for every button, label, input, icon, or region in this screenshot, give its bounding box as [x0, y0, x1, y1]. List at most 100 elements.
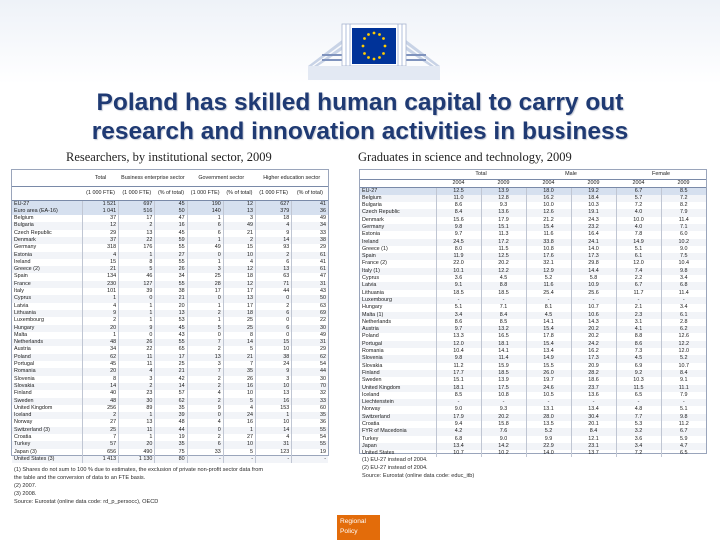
table-cell: 6.5 — [660, 450, 707, 458]
row-label: France — [12, 280, 83, 289]
table-cell: 8.5 — [660, 187, 707, 195]
table-row: France (2) 22.0 20.2 32.1 29.8 12.0 10.4 — [360, 260, 707, 268]
table-row: United Kingdom 18.1 17.5 24.6 23.7 11.5 11.1 — [360, 384, 707, 392]
table-cell: 12.2 — [660, 340, 707, 349]
table-cell: 5 — [186, 324, 224, 332]
table-cell: 18.6 — [570, 377, 617, 385]
table-cell: 123 — [254, 448, 292, 456]
table-cell: 13.6 — [480, 209, 527, 217]
table-cell: 24.3 — [570, 216, 617, 224]
row-label: Japan — [360, 442, 436, 451]
table-cell: 5.2 — [525, 428, 572, 436]
table-cell: 1 — [118, 434, 155, 442]
table-row: Denmark 37 22 59 1 2 14 38 — [12, 236, 328, 245]
table-cell: 656 — [81, 448, 119, 456]
table-cell: 8.0 — [435, 245, 481, 254]
row-label: Switzerland — [360, 413, 436, 421]
table-cell: 14 — [254, 236, 292, 245]
table-cell: 20 — [81, 324, 119, 332]
title-line-1: Poland has skilled human capital to carr… — [96, 89, 624, 116]
table-cell: 54 — [291, 361, 328, 369]
year-header: 2009 — [571, 179, 617, 188]
graduates-table: Total Male Female 2004 2009 2004 2009 2004 2009 … — [360, 170, 707, 458]
table-cell: 13.4 — [570, 406, 617, 414]
note-line: (1) EU-27 instead of 2004. — [362, 457, 428, 463]
table-cell: 10.9 — [570, 282, 617, 290]
table-row: Netherlands 48 26 55 7 14 15 31 — [12, 339, 328, 347]
table-row: Slovenia 8 3 42 2 26 3 30 — [12, 375, 328, 383]
table-cell: 0 — [254, 295, 292, 303]
row-label: Belgium — [360, 194, 436, 203]
table-cell: 50 — [291, 295, 328, 303]
table-cell: 31 — [291, 280, 328, 289]
table-cell: 3 — [186, 361, 224, 369]
table-cell: 93 — [254, 244, 292, 252]
table-cell: 28.0 — [525, 413, 572, 421]
year-header: 2009 — [481, 179, 527, 188]
table-cell: 21 — [222, 229, 256, 237]
table-cell: 9.1 — [435, 282, 481, 290]
table-cell: 9.8 — [660, 267, 707, 276]
table-cell: 4 — [222, 258, 256, 267]
table-cell: 6.9 — [615, 362, 662, 370]
row-label: Belgium — [14, 215, 34, 222]
row-label: Norway — [14, 419, 33, 426]
table-cell: 101 — [81, 288, 119, 296]
table-cell: - — [186, 455, 224, 464]
table-cell: 7.7 — [615, 413, 662, 421]
table-cell: 12.0 — [435, 340, 481, 349]
row-label: Croatia — [14, 434, 32, 440]
table-cell: 3.4 — [615, 442, 662, 451]
table-cell: 5.1 — [435, 304, 481, 312]
table-cell: 13.7 — [570, 450, 617, 458]
table-row: Hungary 5.1 7.1 8.1 10.7 2.1 3.4 — [360, 304, 707, 312]
row-label: Portugal — [14, 361, 35, 368]
table-cell: 0 — [254, 331, 292, 340]
table-cell: 11.3 — [480, 231, 527, 239]
table-cell: 1 130 — [118, 455, 155, 464]
table-row: Finland 17.7 18.5 26.0 28.2 9.2 8.4 — [360, 369, 707, 378]
row-label: Malta (1) — [360, 311, 436, 319]
table-row: Portugal 45 11 25 3 7 24 54 — [12, 361, 328, 369]
table-cell: 4.1 — [615, 326, 662, 334]
table-cell: 7 — [186, 339, 224, 347]
table-cell: 10.4 — [660, 260, 707, 268]
row-label: Austria — [360, 326, 436, 334]
table-cell: 25.4 — [525, 289, 572, 297]
table-cell: 17.9 — [480, 216, 527, 224]
table-cell: - — [615, 399, 662, 407]
table-cell: 17.7 — [435, 369, 481, 378]
table-cell: 45 — [154, 324, 188, 332]
table-cell: 11.4 — [660, 216, 707, 224]
table-cell: 20.9 — [570, 362, 617, 370]
table-cell: 16.5 — [480, 333, 527, 341]
table-cell: 55 — [154, 339, 188, 347]
note-line: (1) Shares do not sum to 100 % due to es… — [14, 467, 264, 473]
table-cell: 20.1 — [570, 421, 617, 429]
badge-line-2: Policy — [340, 527, 358, 535]
table-cell: 15.4 — [525, 223, 572, 232]
table-cell: 11.4 — [480, 355, 527, 363]
table-cell: 9 — [118, 324, 155, 332]
table-cell: 9.8 — [435, 223, 481, 232]
table-cell: 21 — [81, 266, 119, 274]
table-row: Turkey 6.8 9.0 9.9 12.1 3.6 5.9 — [360, 435, 707, 443]
table-cell: 13.5 — [525, 421, 572, 429]
table-cell: 6.2 — [660, 326, 707, 334]
table-cell: 5 — [222, 397, 256, 405]
table-cell: 55 — [154, 280, 188, 289]
table-cell: 379 — [254, 207, 292, 216]
table-row: FYR of Macedonia 4.2 7.6 5.2 8.4 3.2 6.7 — [360, 428, 707, 436]
row-label: Bulgaria — [12, 222, 83, 230]
table-cell: 15.1 — [480, 223, 527, 232]
table-cell: 17.8 — [525, 333, 572, 341]
table-cell: - — [660, 296, 707, 305]
table-cell: 21 — [154, 295, 188, 303]
table-cell: 17.3 — [570, 355, 617, 363]
table-cell: 318 — [81, 244, 119, 252]
row-label: Sweden — [362, 377, 382, 384]
row-label: Turkey — [362, 435, 379, 442]
table-row: Croatia 9.4 15.8 13.5 20.1 5.3 11.2 — [360, 421, 707, 429]
table-cell: 35 — [154, 404, 188, 413]
researchers-subtitle: Researchers, by institutional sector, 20… — [66, 150, 272, 164]
